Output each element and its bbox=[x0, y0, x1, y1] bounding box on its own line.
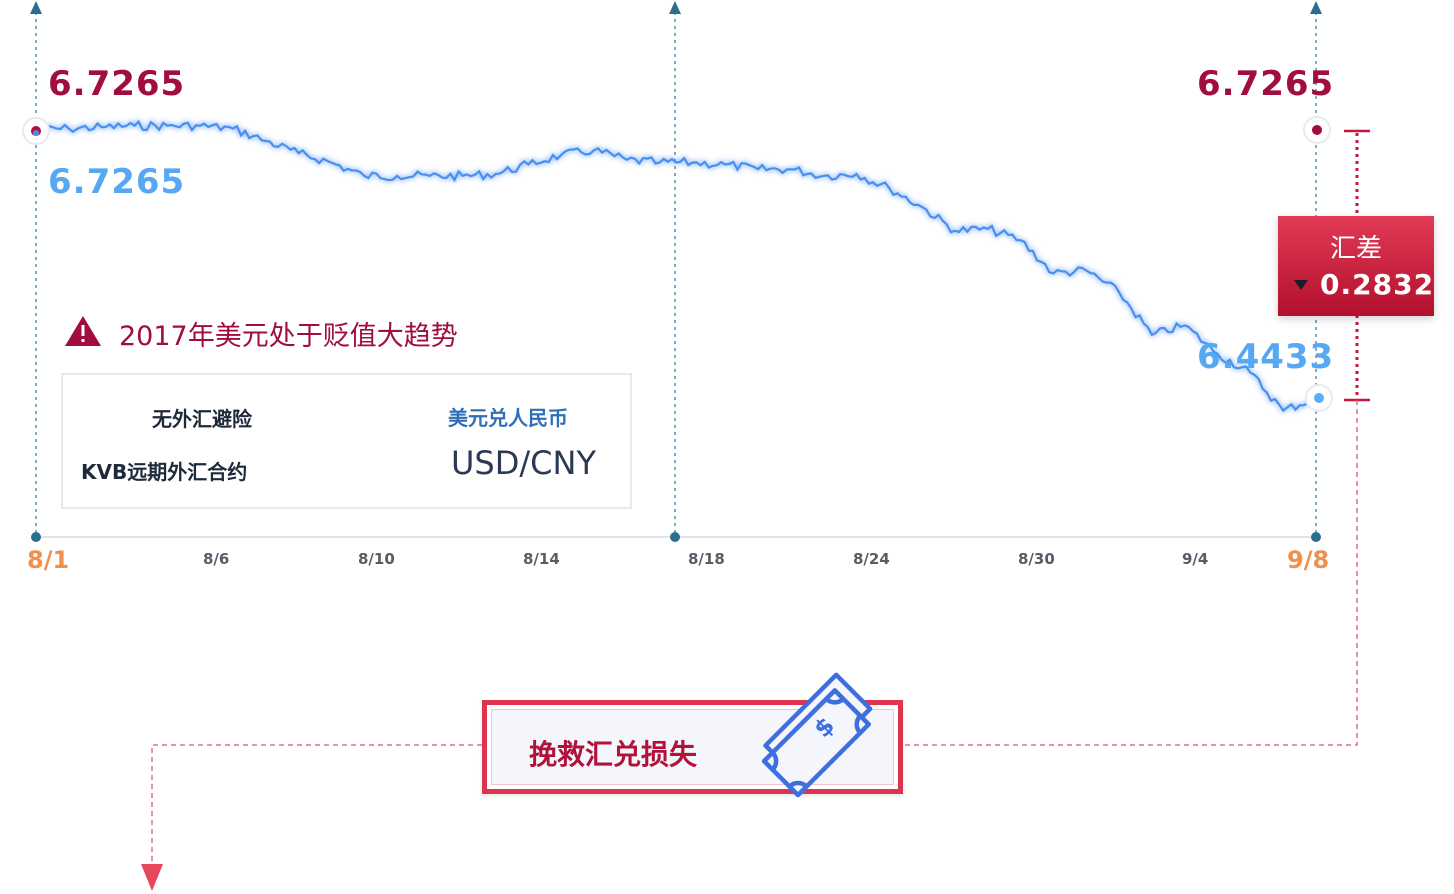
point-markers bbox=[22, 116, 1333, 412]
ref-arrowheads bbox=[30, 1, 1322, 14]
end-point-red bbox=[1312, 125, 1322, 135]
arrow-up-icon bbox=[669, 1, 681, 14]
bill-front bbox=[761, 688, 871, 798]
connector-left bbox=[151, 744, 482, 868]
connector-right bbox=[905, 400, 1358, 746]
legend bbox=[61, 373, 632, 509]
bill-corner bbox=[854, 714, 863, 735]
rescue-text: 挽救汇兑损失 bbox=[529, 738, 698, 771]
difference-callout: 汇差 0.2832 bbox=[1278, 216, 1434, 316]
x-tick-end: 9/8 bbox=[1287, 546, 1330, 574]
currency-pair-en: USD/CNY bbox=[451, 444, 596, 482]
end-forward-value: 6.7265 bbox=[1197, 64, 1335, 104]
x-tick: 8/18 bbox=[688, 550, 725, 568]
x-tick: 8/24 bbox=[853, 550, 890, 568]
series-line-spot bbox=[35, 119, 1317, 413]
difference-title: 汇差 bbox=[1329, 234, 1382, 264]
x-tick: 9/4 bbox=[1182, 550, 1209, 568]
legend-label-spot: 无外汇避险 bbox=[152, 407, 252, 431]
x-tick-start: 8/1 bbox=[27, 546, 70, 574]
rescue-connector bbox=[151, 400, 1358, 868]
end-spot-value: 6.4433 bbox=[1197, 337, 1335, 377]
arrow-up-icon bbox=[30, 1, 42, 14]
currency-pair-cn: 美元兑人民币 bbox=[448, 406, 568, 430]
down-arrow-icon bbox=[1294, 280, 1308, 290]
warning-triangle-icon bbox=[65, 316, 101, 346]
axis-dot bbox=[31, 532, 41, 542]
bill-corner bbox=[770, 751, 779, 772]
x-tick: 8/6 bbox=[203, 550, 230, 568]
arrow-down-icon bbox=[141, 864, 163, 891]
end-point-blue bbox=[1314, 393, 1324, 403]
start-forward-value: 6.7265 bbox=[48, 64, 186, 104]
money-bills-icon: $ bbox=[761, 672, 873, 798]
difference-value: 0.2832 bbox=[1320, 268, 1435, 301]
x-axis-markers bbox=[31, 532, 1321, 542]
arrow-up-icon bbox=[1310, 1, 1322, 14]
x-tick: 8/30 bbox=[1018, 550, 1055, 568]
warning-text: 2017年美元处于贬值大趋势 bbox=[119, 321, 458, 352]
bill-corner bbox=[824, 697, 845, 705]
start-spot-value: 6.7265 bbox=[48, 162, 186, 202]
legend-label-forward: KVB远期外汇合约 bbox=[81, 460, 248, 484]
x-tick: 8/14 bbox=[523, 550, 560, 568]
bill-corner bbox=[787, 780, 809, 789]
start-point-blue bbox=[33, 130, 39, 136]
axis-dot bbox=[670, 532, 680, 542]
x-tick: 8/10 bbox=[358, 550, 395, 568]
axis-dot bbox=[1311, 532, 1321, 542]
